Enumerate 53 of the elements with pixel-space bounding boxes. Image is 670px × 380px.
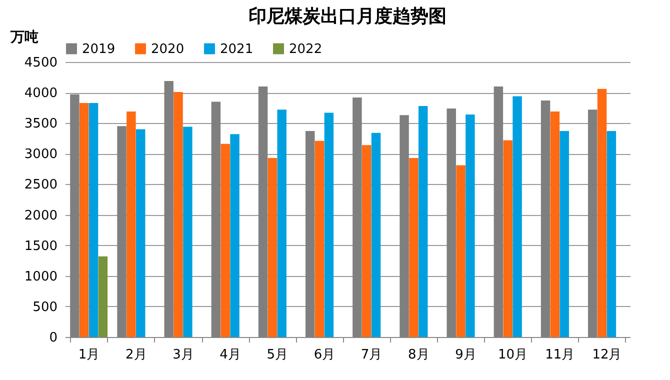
x-tick-label: 3月 bbox=[172, 348, 194, 362]
bar bbox=[230, 134, 240, 337]
x-tick-label: 2月 bbox=[125, 348, 147, 362]
bar bbox=[183, 126, 192, 337]
bar bbox=[314, 140, 324, 337]
bar bbox=[80, 102, 89, 337]
bar bbox=[560, 131, 569, 337]
y-tick-label: 4500 bbox=[24, 56, 58, 70]
x-tick-label: 1月 bbox=[78, 348, 100, 362]
bar bbox=[324, 112, 334, 337]
x-tick-label: 11月 bbox=[545, 348, 575, 362]
bar bbox=[371, 132, 381, 337]
y-tick-label: 3000 bbox=[24, 147, 58, 162]
bar bbox=[174, 92, 183, 337]
y-tick-label: 1000 bbox=[24, 269, 58, 284]
bar bbox=[418, 106, 428, 337]
bar bbox=[550, 112, 560, 337]
legend-label: 2020 bbox=[151, 42, 184, 57]
legend-label: 2021 bbox=[220, 42, 254, 57]
legend-label: 2019 bbox=[82, 42, 116, 57]
y-tick-label: 500 bbox=[32, 300, 58, 315]
legend-label: 2022 bbox=[289, 42, 322, 57]
y-axis-title: 万吨 bbox=[10, 30, 38, 46]
bar bbox=[606, 131, 616, 337]
bar bbox=[88, 102, 98, 337]
x-tick-label: 6月 bbox=[314, 348, 336, 362]
x-tick-label: 5月 bbox=[266, 348, 288, 362]
y-tick-label: 2500 bbox=[24, 178, 58, 193]
y-tick-label: 0 bbox=[49, 330, 58, 346]
x-tick-label: 10月 bbox=[498, 348, 528, 362]
y-tick-label: 1500 bbox=[24, 238, 58, 254]
x-tick-label: 9月 bbox=[455, 348, 476, 362]
y-tick-label: 4000 bbox=[24, 86, 58, 102]
y-tick-label: 3500 bbox=[24, 116, 58, 132]
bar bbox=[512, 96, 522, 337]
x-tick-label: 7月 bbox=[360, 348, 382, 362]
chart-title: 印尼煤炭出口月度趋势图 bbox=[248, 6, 446, 27]
bar bbox=[268, 158, 278, 337]
bar bbox=[126, 112, 136, 337]
bar bbox=[136, 129, 146, 337]
bar bbox=[409, 158, 418, 337]
bar bbox=[503, 140, 512, 337]
bar bbox=[220, 144, 230, 337]
bar bbox=[98, 256, 108, 337]
y-tick-label: 2000 bbox=[24, 208, 58, 224]
x-tick-label: 8月 bbox=[408, 348, 430, 362]
bar bbox=[456, 165, 466, 337]
x-tick-label: 12月 bbox=[592, 348, 622, 362]
bar bbox=[597, 88, 607, 337]
bar bbox=[466, 114, 475, 337]
bar bbox=[362, 145, 372, 337]
x-tick-label: 4月 bbox=[220, 348, 241, 362]
bar bbox=[277, 110, 286, 337]
